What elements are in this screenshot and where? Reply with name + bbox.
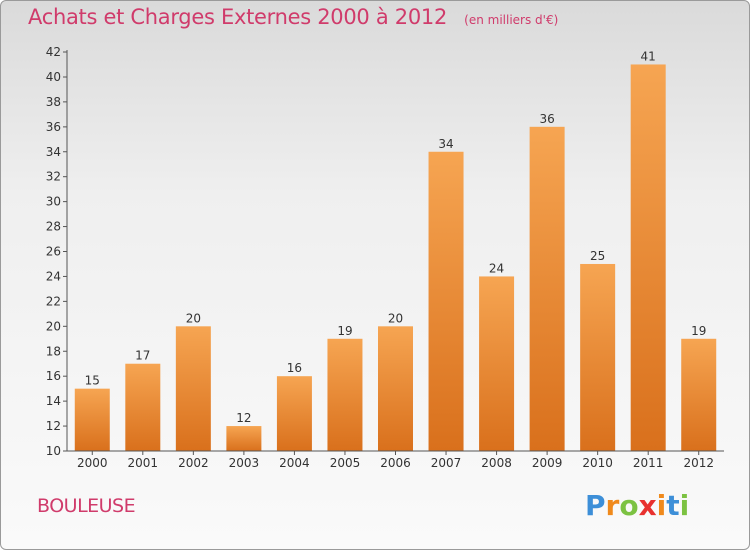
bar-value-label: 19 xyxy=(691,324,706,338)
bar xyxy=(327,338,363,451)
y-tick-label: 40 xyxy=(46,70,61,84)
proxiti-logo: Proxiti xyxy=(585,489,689,522)
bar-value-label: 19 xyxy=(337,324,352,338)
bar xyxy=(74,388,110,451)
y-tick-label: 30 xyxy=(46,195,61,209)
y-tick-label: 24 xyxy=(46,269,61,283)
y-axis: 10 12 14 16 18 20 22 24 26 28 30 32 34 36 38 40 42 xyxy=(46,45,68,458)
logo-letter: o xyxy=(619,489,639,522)
bar xyxy=(529,126,565,451)
x-tick-label: 2000 xyxy=(77,456,108,470)
y-tick-label: 32 xyxy=(46,170,61,184)
bars-layer xyxy=(74,64,717,451)
logo-letter: i xyxy=(656,489,667,522)
bar-value-label: 34 xyxy=(438,137,453,151)
chart-title: Achats et Charges Externes 2000 à 2012 (… xyxy=(28,5,558,29)
y-tick-label: 16 xyxy=(46,369,61,383)
bar xyxy=(276,376,312,451)
y-tick-label: 42 xyxy=(46,45,61,59)
x-axis: 2000 2001 2002 2003 2004 2005 2006 2007 2008 2009… xyxy=(67,450,724,470)
y-tick-label: 28 xyxy=(46,220,61,234)
x-tick-label: 2005 xyxy=(330,456,361,470)
bar-value-label: 20 xyxy=(388,311,403,325)
value-labels-layer: 15 17 20 12 16 19 20 34 24 36 25 41 19 xyxy=(85,49,707,425)
x-tick-label: 2008 xyxy=(481,456,512,470)
y-tick-label: 20 xyxy=(46,319,61,333)
bar xyxy=(580,263,616,451)
bar-value-label: 36 xyxy=(539,112,554,126)
y-tick-label: 22 xyxy=(46,294,61,308)
bar xyxy=(378,326,413,451)
y-tick-label: 34 xyxy=(46,145,61,159)
bar-value-label: 15 xyxy=(85,374,100,388)
bar xyxy=(226,426,262,451)
x-tick-label: 2001 xyxy=(128,456,159,470)
bar-value-label: 25 xyxy=(590,249,605,263)
title-unit: (en milliers d'€) xyxy=(464,13,559,27)
y-tick-label: 14 xyxy=(46,394,61,408)
bar-value-label: 12 xyxy=(236,411,251,425)
logo-letter: P xyxy=(585,489,606,522)
y-tick-label: 36 xyxy=(46,120,61,134)
bar xyxy=(681,338,717,451)
x-tick-label: 2003 xyxy=(229,456,260,470)
logo-letter: r xyxy=(605,489,620,522)
y-tick-label: 26 xyxy=(46,245,61,259)
bar-value-label: 41 xyxy=(641,49,656,63)
bar-value-label: 16 xyxy=(287,361,302,375)
bar xyxy=(630,64,666,451)
y-tick-label: 12 xyxy=(46,419,61,433)
x-tick-label: 2009 xyxy=(532,456,563,470)
x-tick-label: 2006 xyxy=(380,456,411,470)
y-tick-label: 18 xyxy=(46,344,61,358)
bar xyxy=(428,151,464,451)
x-tick-label: 2012 xyxy=(683,456,714,470)
bar-value-label: 17 xyxy=(135,349,150,363)
logo-letter: x xyxy=(638,489,657,522)
x-tick-label: 2010 xyxy=(582,456,613,470)
bar xyxy=(125,363,161,451)
x-tick-label: 2007 xyxy=(431,456,462,470)
y-tick-label: 38 xyxy=(46,95,61,109)
x-tick-label: 2004 xyxy=(279,456,310,470)
x-tick-label: 2011 xyxy=(633,456,664,470)
x-tick-label: 2002 xyxy=(178,456,209,470)
logo-letter: i xyxy=(679,489,690,522)
commune-name: BOULEUSE xyxy=(37,495,136,517)
bar-value-label: 24 xyxy=(489,261,504,275)
bar-value-label: 20 xyxy=(186,311,201,325)
y-tick-label: 10 xyxy=(46,444,61,458)
bar xyxy=(175,326,211,451)
title-text: Achats et Charges Externes 2000 à 2012 xyxy=(28,5,448,29)
logo-letter: t xyxy=(666,489,680,522)
bar xyxy=(479,276,515,451)
